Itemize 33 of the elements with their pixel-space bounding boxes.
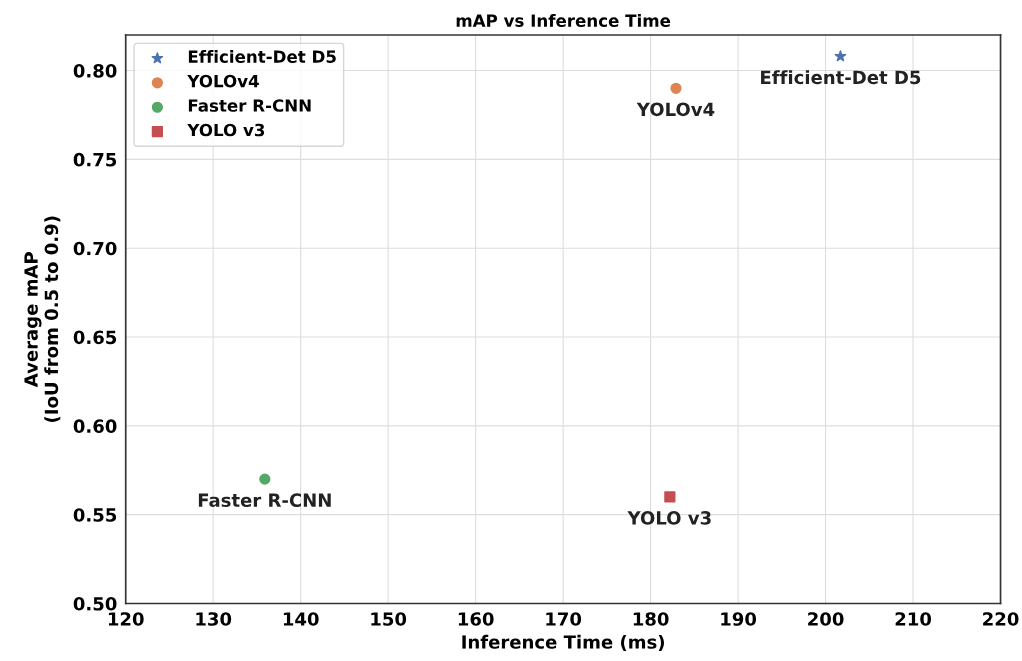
legend-label: YOLO v3	[187, 123, 265, 137]
y-tick-label: 0.75	[73, 152, 117, 167]
y-tick-label: 0.65	[73, 330, 117, 345]
annotation: Faster R-CNN	[198, 493, 331, 508]
point	[670, 82, 682, 94]
x-tick-label: 200	[808, 612, 844, 626]
x-axis-title: Inference Time (ms)	[462, 634, 664, 651]
x-tick-label: 150	[371, 612, 407, 626]
annotation: Efficient-Det D5	[761, 70, 921, 85]
x-tick-label: 170	[546, 612, 582, 626]
x-tick-label: 140	[283, 612, 319, 626]
point	[834, 50, 847, 62]
legend-label: Efficient-Det D5	[188, 50, 336, 63]
x-tick-label: 130	[196, 612, 232, 626]
annotation: YOLOv4	[636, 102, 715, 117]
x-tick-label: 190	[721, 612, 757, 626]
annotation: YOLO v3	[627, 511, 711, 525]
chart-title: mAP vs Inference Time	[456, 14, 671, 27]
legend-label: Faster R-CNN	[188, 99, 311, 112]
y-tick-label: 0.55	[73, 508, 117, 522]
y-tick-label: 0.50	[73, 596, 117, 611]
legend-label: YOLOv4	[187, 74, 259, 88]
y-axis-title: Average mAP (IoU from 0.5 to 0.9)	[24, 216, 61, 422]
x-tick-label: 160	[458, 612, 494, 626]
y-tick-label: 0.70	[73, 241, 117, 256]
point	[664, 491, 676, 503]
x-tick-label: 180	[633, 612, 669, 626]
x-tick-label: 120	[108, 612, 144, 626]
x-tick-label: 220	[983, 612, 1019, 626]
point	[259, 473, 271, 485]
y-tick-label: 0.80	[73, 64, 117, 78]
x-tick-label: 210	[895, 612, 932, 626]
y-tick-label: 0.60	[73, 419, 117, 433]
